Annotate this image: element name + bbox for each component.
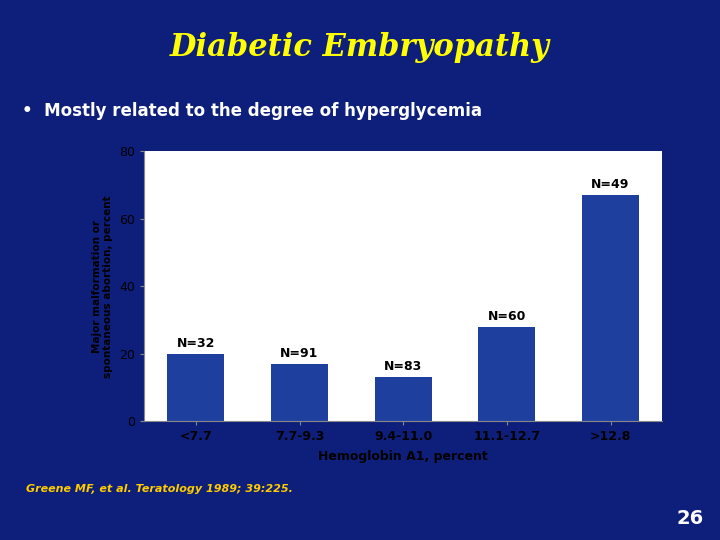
X-axis label: Hemoglobin A1, percent: Hemoglobin A1, percent [318, 450, 488, 463]
Text: N=91: N=91 [280, 347, 319, 360]
Text: 26: 26 [677, 509, 703, 528]
Bar [582, 195, 639, 421]
Bar [374, 377, 432, 421]
Bar [271, 364, 328, 421]
Text: N=60: N=60 [487, 309, 526, 322]
Text: N=83: N=83 [384, 360, 423, 373]
Bar [478, 327, 536, 421]
Y-axis label: Major malformation or
spontaneous abortion, percent: Major malformation or spontaneous aborti… [92, 195, 114, 377]
Text: N=32: N=32 [176, 336, 215, 350]
Text: Greene MF, et al. Teratology 1989; 39:225.: Greene MF, et al. Teratology 1989; 39:22… [26, 484, 293, 494]
Text: •  Mostly related to the degree of hyperglycemia: • Mostly related to the degree of hyperg… [22, 102, 482, 120]
Bar [167, 354, 225, 421]
Text: N=49: N=49 [591, 178, 630, 191]
Text: Diabetic Embryopathy: Diabetic Embryopathy [170, 32, 550, 63]
